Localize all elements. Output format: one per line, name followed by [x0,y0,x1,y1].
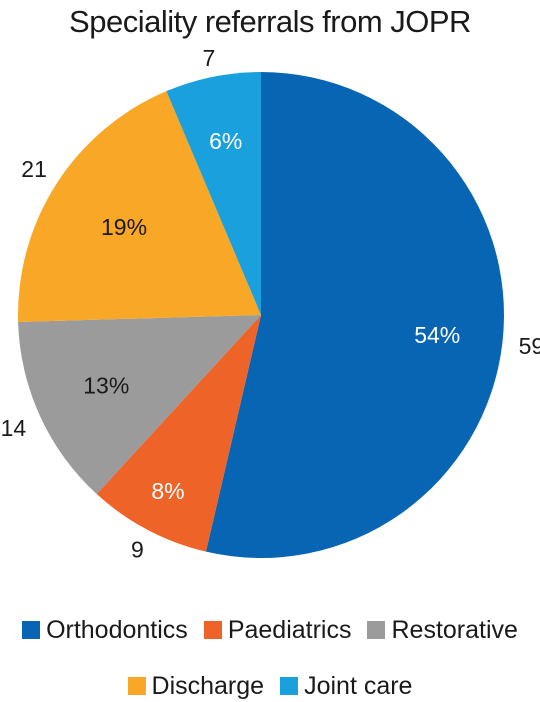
legend-item-orthodontics: Orthodontics [22,615,188,645]
slice-value-joint-care: 7 [202,45,215,71]
slice-percent-orthodontics: 54% [414,322,460,348]
legend-swatch-joint-care [280,677,299,695]
legend-item-restorative: Restorative [367,615,518,645]
slice-value-orthodontics: 59 [519,333,540,359]
legend-swatch-restorative [367,621,386,639]
legend-row-1: Orthodontics Paediatrics Restorative [0,615,540,645]
legend-label-joint-care: Joint care [304,672,413,700]
slice-percent-joint-care: 6% [209,128,242,154]
slice-value-restorative: 14 [1,415,27,441]
legend-label-paediatrics: Paediatrics [227,616,352,644]
legend-swatch-orthodontics [22,621,41,639]
slice-percent-restorative: 13% [83,373,129,399]
legend-label-orthodontics: Orthodontics [46,616,188,644]
chart-title: Speciality referrals from JOPR [69,4,471,39]
legend-swatch-discharge [127,677,146,695]
pie-slice-orthodontics [205,72,505,558]
legend-item-paediatrics: Paediatrics [203,615,352,645]
pie-slice-restorative [18,315,262,495]
pie-slice-joint-care [166,72,261,315]
pie-slice-paediatrics [96,315,261,552]
slice-percent-discharge: 19% [101,214,147,240]
legend-item-joint-care: Joint care [280,671,412,701]
slice-value-paediatrics: 9 [131,536,144,562]
legend-label-restorative: Restorative [391,616,518,644]
legend-item-discharge: Discharge [127,671,265,701]
pie-chart: 54% 8% 13% 19% 6% 59 9 14 21 7 [1,45,540,562]
legend-swatch-paediatrics [203,621,222,639]
legend-label-discharge: Discharge [151,672,265,700]
pie-slice-discharge [17,91,261,322]
slice-value-discharge: 21 [21,156,47,182]
legend-row-2: Discharge Joint care [0,671,540,701]
slice-percent-paediatrics: 8% [151,478,184,504]
